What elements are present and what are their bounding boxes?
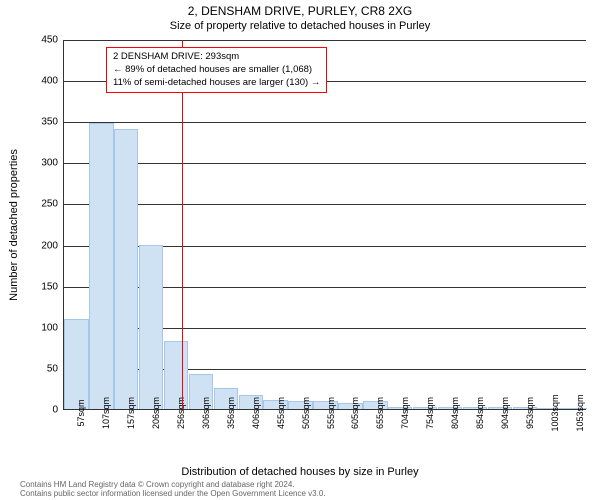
x-tick-label: 455sqm <box>276 397 286 429</box>
histogram-bar <box>89 123 113 409</box>
histogram-bar <box>139 245 163 409</box>
chart-plot-area: 05010015020025030035040045057sqm107sqm15… <box>63 40 586 410</box>
chart-title: 2, DENSHAM DRIVE, PURLEY, CR8 2XG <box>0 4 600 18</box>
x-tick-label: 1003sqm <box>550 394 560 431</box>
x-tick-label: 904sqm <box>500 397 510 429</box>
x-tick-label: 505sqm <box>301 397 311 429</box>
x-tick-label: 754sqm <box>425 397 435 429</box>
chart-subtitle: Size of property relative to detached ho… <box>0 20 600 32</box>
y-tick-label: 450 <box>41 35 58 46</box>
x-tick-label: 406sqm <box>251 397 261 429</box>
y-tick-label: 300 <box>41 158 58 169</box>
y-tick-label: 150 <box>41 281 58 292</box>
y-tick-label: 350 <box>41 117 58 128</box>
x-tick-label: 157sqm <box>126 397 136 429</box>
x-tick-label: 605sqm <box>350 397 360 429</box>
y-tick-label: 100 <box>41 322 58 333</box>
y-gridline <box>64 40 586 41</box>
annotation-line: ← 89% of detached houses are smaller (1,… <box>113 64 320 77</box>
histogram-bar <box>64 319 88 409</box>
x-tick-label: 57sqm <box>76 399 86 426</box>
x-tick-label: 953sqm <box>525 397 535 429</box>
y-tick-label: 400 <box>41 76 58 87</box>
x-tick-label: 107sqm <box>101 397 111 429</box>
y-tick-label: 200 <box>41 240 58 251</box>
y-gridline <box>64 204 586 205</box>
x-tick-label: 704sqm <box>400 397 410 429</box>
reference-line <box>182 40 183 409</box>
footer-attribution: Contains HM Land Registry data © Crown c… <box>20 480 326 498</box>
x-tick-label: 1053sqm <box>575 394 585 431</box>
x-tick-label: 804sqm <box>450 397 460 429</box>
annotation-line: 2 DENSHAM DRIVE: 293sqm <box>113 51 320 64</box>
x-tick-label: 655sqm <box>375 397 385 429</box>
annotation-line: 11% of semi-detached houses are larger (… <box>113 77 320 90</box>
x-tick-label: 854sqm <box>475 397 485 429</box>
y-tick-label: 250 <box>41 199 58 210</box>
y-axis-label: Number of detached properties <box>8 149 20 301</box>
x-tick-label: 206sqm <box>151 397 161 429</box>
x-tick-label: 356sqm <box>226 397 236 429</box>
x-tick-label: 555sqm <box>326 397 336 429</box>
y-tick-label: 0 <box>52 405 58 416</box>
y-tick-label: 50 <box>47 363 58 374</box>
y-gridline <box>64 163 586 164</box>
footer-line-1: Contains HM Land Registry data © Crown c… <box>20 480 326 489</box>
x-axis-label: Distribution of detached houses by size … <box>0 466 600 478</box>
footer-line-2: Contains public sector information licen… <box>20 489 326 498</box>
y-gridline <box>64 122 586 123</box>
annotation-box: 2 DENSHAM DRIVE: 293sqm← 89% of detached… <box>106 47 327 93</box>
histogram-bar <box>114 129 138 409</box>
x-tick-label: 306sqm <box>201 397 211 429</box>
